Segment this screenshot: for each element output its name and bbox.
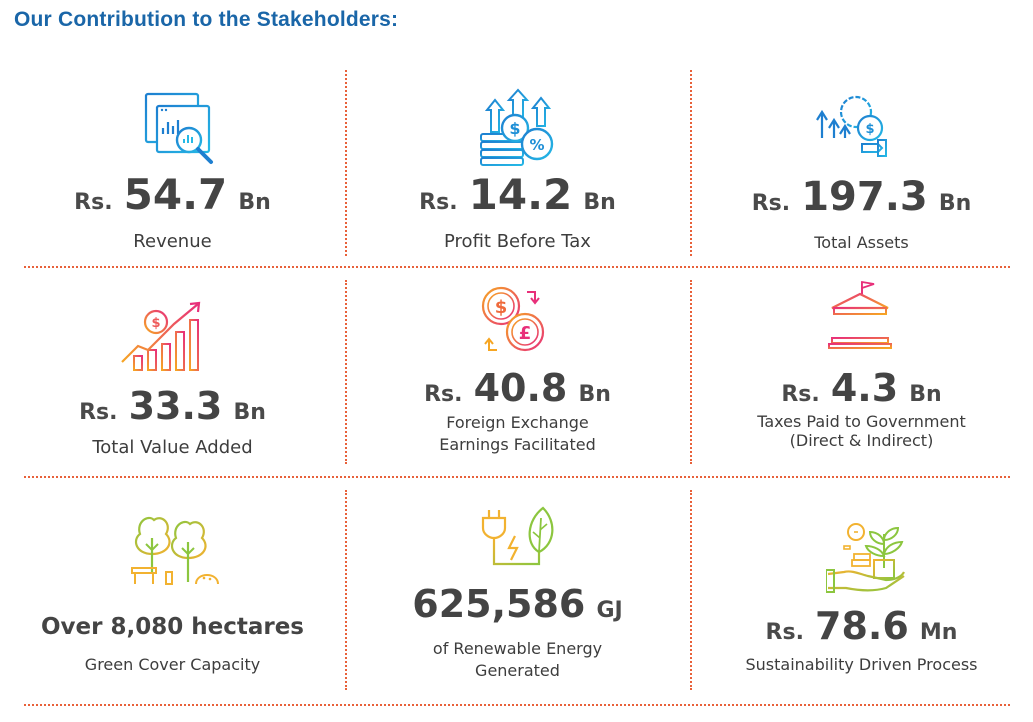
stat-label-line: Foreign Exchange	[446, 413, 589, 432]
renewable-energy-plug-icon	[477, 504, 559, 578]
government-building-icon	[828, 278, 892, 354]
column-divider	[345, 70, 347, 256]
stat-label-line: (Direct & Indirect)	[789, 431, 934, 451]
currency-prefix: Rs.	[74, 190, 113, 215]
stat-unit: Bn	[238, 190, 271, 215]
stat-card-total-assets: $ Rs. 197.3 Bn Total Assets	[690, 70, 1033, 260]
stat-unit: Bn	[578, 382, 611, 407]
plant-in-hand-icon	[825, 518, 906, 602]
stat-unit: Bn	[583, 190, 616, 215]
column-divider	[345, 490, 347, 690]
svg-text:$: $	[151, 316, 160, 331]
stat-unit: Bn	[909, 382, 942, 407]
stat-unit: Bn	[233, 400, 266, 425]
stat-value: Rs. 197.3 Bn	[690, 174, 1033, 220]
currency-exchange-icon: $ £	[477, 284, 555, 362]
stat-label-line: Generated	[475, 660, 560, 680]
stat-card-renewable-energy: 625,586 GJ of Renewable Energy Generated	[345, 490, 690, 700]
stat-card-taxes-paid: Rs. 4.3 Bn Taxes Paid to Government (Dir…	[690, 280, 1033, 470]
stat-label: Taxes Paid to Government (Direct & Indir…	[690, 412, 1033, 450]
svg-text:£: £	[519, 323, 532, 344]
stat-label: of Renewable Energy Generated	[345, 638, 690, 681]
stat-card-sustainability: Rs. 78.6 Mn Sustainability Driven Proces…	[690, 490, 1033, 700]
stat-value: Over 8,080 hectares	[0, 614, 345, 640]
stat-number: 33.3	[128, 384, 223, 428]
stat-label: Foreign Exchange Earnings Facilitated	[345, 412, 690, 455]
stat-number: 197.3	[801, 174, 928, 220]
svg-text:$: $	[865, 122, 874, 137]
currency-prefix: Rs.	[79, 400, 118, 425]
stat-number: Over 8,080 hectares	[40, 614, 304, 640]
stat-number: 625,586	[412, 582, 586, 626]
stat-label: Revenue	[133, 231, 212, 252]
stat-label-line: Taxes Paid to Government	[757, 412, 966, 431]
stat-label-line: of Renewable Energy	[432, 639, 603, 658]
stat-label: Green Cover Capacity	[84, 655, 261, 674]
stat-number: 4.3	[830, 366, 899, 410]
stat-number: 14.2	[468, 170, 573, 219]
stat-number: 54.7	[123, 170, 228, 219]
stat-value: Rs. 14.2 Bn	[345, 170, 690, 219]
trees-park-icon	[128, 508, 222, 594]
stat-unit: Mn	[919, 620, 958, 645]
column-divider	[690, 70, 692, 256]
stat-value: Rs. 54.7 Bn	[0, 170, 345, 219]
stat-card-revenue: Rs. 54.7 Bn Revenue	[0, 70, 345, 260]
stat-number: 40.8	[473, 366, 568, 410]
currency-prefix: Rs.	[781, 382, 820, 407]
column-divider	[690, 280, 692, 464]
value-added-chart-icon: $	[118, 298, 210, 376]
stat-label-line: Earnings Facilitated	[439, 434, 596, 454]
stat-unit: GJ	[596, 598, 623, 623]
stat-value: Rs. 40.8 Bn	[345, 366, 690, 410]
profit-growth-icon: $ %	[475, 88, 561, 172]
stat-card-total-value-added: $ Rs. 33.3 Bn Total Value Added	[0, 280, 345, 470]
currency-prefix: Rs.	[751, 191, 791, 216]
currency-prefix: Rs.	[419, 190, 458, 215]
stat-label: Sustainability Driven Process	[745, 655, 978, 674]
stat-card-foreign-exchange: $ £ Rs. 40.8 Bn Foreign Exchange Earning…	[345, 280, 690, 470]
svg-text:$: $	[509, 119, 520, 138]
revenue-analytics-icon	[143, 90, 217, 170]
row-divider	[24, 476, 1010, 478]
assets-growth-icon: $	[812, 92, 888, 170]
stat-value: Rs. 33.3 Bn	[0, 384, 345, 428]
stat-label: Total Value Added	[92, 437, 253, 458]
stat-value: 625,586 GJ	[345, 582, 690, 626]
stat-unit: Bn	[938, 191, 972, 216]
currency-prefix: Rs.	[765, 620, 804, 645]
currency-prefix: Rs.	[424, 382, 463, 407]
svg-text:%: %	[529, 136, 544, 154]
stat-card-profit-before-tax: $ % Rs. 14.2 Bn Profit Before Tax	[345, 70, 690, 260]
stat-value: Rs. 4.3 Bn	[690, 366, 1033, 410]
row-divider	[24, 266, 1010, 268]
stat-card-green-cover: Over 8,080 hectares Green Cover Capacity	[0, 490, 345, 700]
stat-value: Rs. 78.6 Mn	[690, 604, 1033, 648]
column-divider	[345, 280, 347, 464]
page-title: Our Contribution to the Stakeholders:	[14, 8, 399, 31]
stat-label: Profit Before Tax	[444, 231, 591, 252]
stat-label: Total Assets	[814, 233, 909, 252]
stat-number: 78.6	[815, 604, 909, 648]
column-divider	[690, 490, 692, 690]
row-divider	[24, 704, 1010, 706]
svg-text:$: $	[495, 297, 508, 318]
